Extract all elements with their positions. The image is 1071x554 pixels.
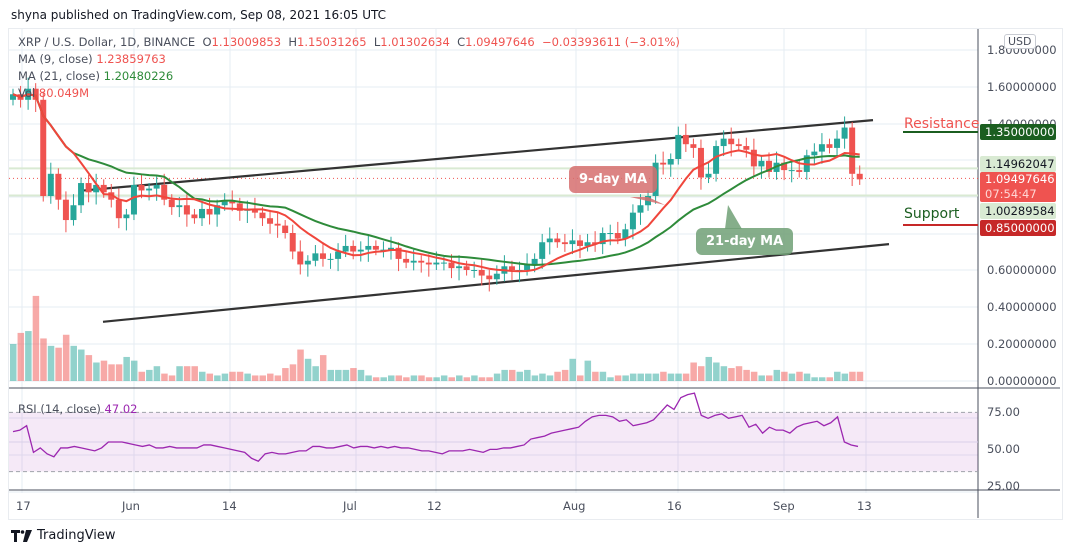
price-tick: 1.60000000 — [987, 80, 1057, 94]
rsi-tick: 25.00 — [987, 479, 1020, 493]
symbol-title[interactable]: XRP / U.S. Dollar, 1D, BINANCE — [18, 35, 196, 49]
support-price-tag: 0.85000000 — [980, 220, 1056, 236]
time-tick: 13 — [857, 499, 872, 513]
time-tick: Aug — [563, 499, 586, 513]
price-tick: 0.60000000 — [987, 263, 1057, 277]
support-label: Support — [904, 206, 960, 222]
currency-button[interactable]: USD — [1004, 34, 1036, 49]
time-tick: 12 — [427, 499, 442, 513]
ma9-callout: 9-day MA — [569, 166, 658, 193]
high-value: 1.15031265 — [297, 35, 367, 49]
volume-legend[interactable]: Vol 80.049M — [18, 86, 90, 100]
resistance-price-tag: 1.35000000 — [980, 124, 1056, 140]
price-tick: 0.40000000 — [987, 300, 1057, 314]
time-tick: Sep — [773, 499, 795, 513]
price-tick: 0.20000000 — [987, 337, 1057, 351]
resistance-label: Resistance — [904, 116, 980, 132]
ma21-callout: 21-day MA — [696, 228, 794, 255]
rsi-legend[interactable]: RSI (14, close) 47.02 — [18, 402, 138, 416]
publisher-line: shyna published on TradingView.com, Sep … — [11, 8, 387, 22]
time-tick: 16 — [667, 499, 682, 513]
time-tick: 17 — [16, 499, 31, 513]
lower-ref-price-tag: 1.00289584 — [980, 203, 1056, 219]
tradingview-logo-icon — [11, 529, 32, 542]
time-tick: 14 — [222, 499, 237, 513]
upper-ref-price-tag: 1.14962047 — [980, 156, 1056, 172]
last-price-tag: 1.09497646 07:54:47 — [980, 172, 1056, 202]
time-tick: Jul — [343, 499, 357, 513]
price-tick: 0.00000000 — [987, 374, 1057, 388]
ma21-legend[interactable]: MA (21, close) 1.20480226 — [18, 69, 174, 83]
time-tick: Jun — [122, 499, 140, 513]
rsi-tick: 75.00 — [987, 405, 1020, 419]
change-value: −0.03393611 (−3.01%) — [541, 35, 680, 49]
close-value: 1.09497646 — [465, 35, 535, 49]
ma9-legend[interactable]: MA (9, close) 1.23859763 — [18, 52, 166, 66]
tradingview-logo[interactable]: TradingView — [11, 528, 116, 543]
open-value: 1.13009853 — [211, 35, 282, 49]
rsi-tick: 50.00 — [987, 442, 1020, 456]
low-value: 1.01302634 — [380, 35, 450, 49]
symbol-legend: XRP / U.S. Dollar, 1D, BINANCE O1.130098… — [18, 35, 680, 49]
bar-countdown: 07:54:47 — [985, 187, 1037, 201]
